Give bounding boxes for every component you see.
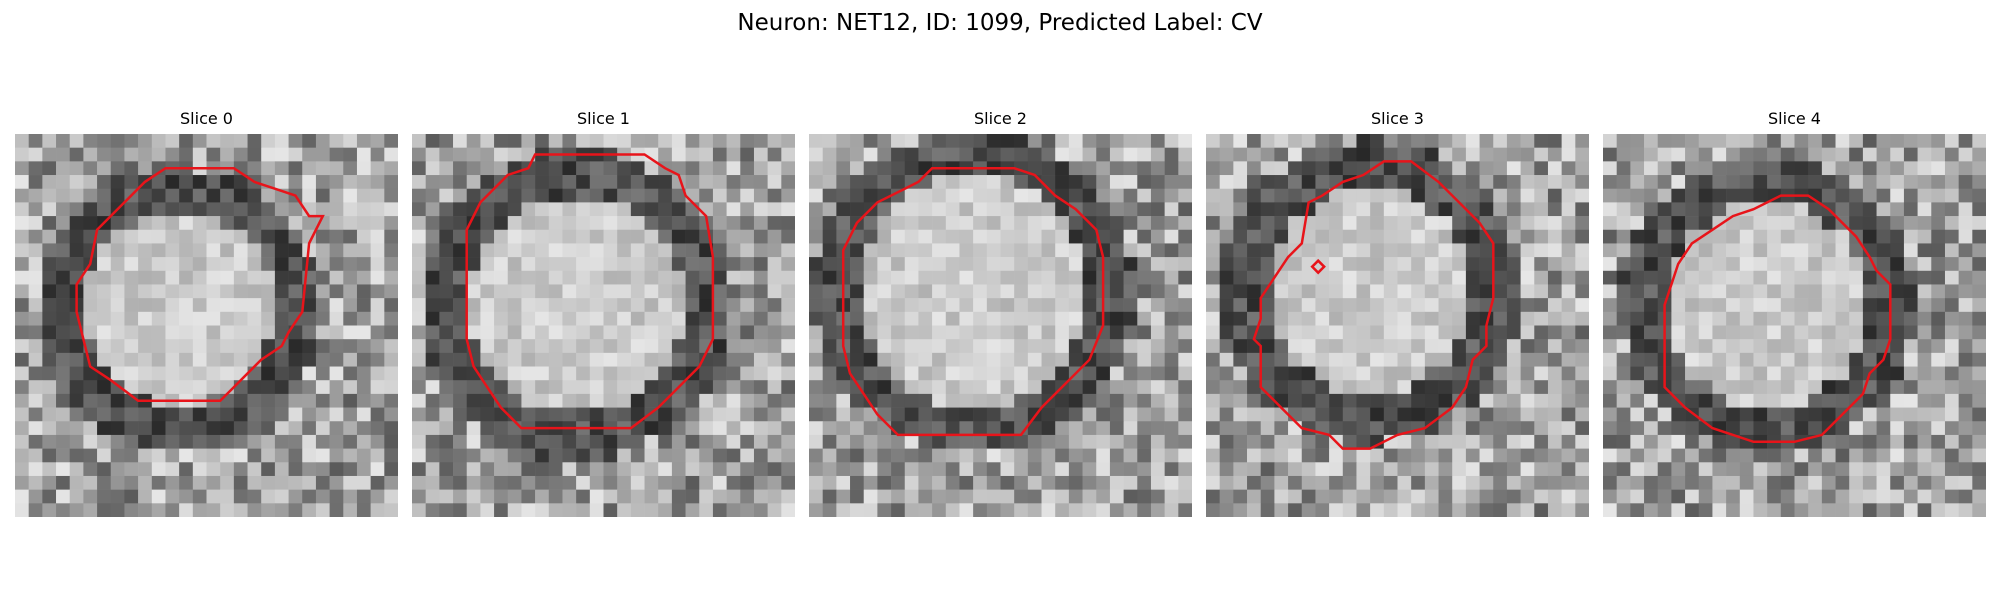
slice-title-3: Slice 3 — [1371, 109, 1424, 128]
segmentation-contour — [841, 166, 1105, 437]
figure-title: Neuron: NET12, ID: 1099, Predicted Label… — [737, 10, 1263, 36]
slice-title-0: Slice 0 — [180, 109, 233, 128]
slice-image-0 — [15, 134, 398, 517]
slice-image-4 — [1603, 134, 1986, 517]
slice-panel-1: Slice 1 — [412, 108, 795, 528]
segmentation-contour — [1252, 160, 1495, 450]
segmentation-contour — [75, 166, 325, 402]
segmentation-contour-small — [1310, 258, 1326, 275]
segmentation-contour — [1663, 194, 1892, 444]
slice-title-4: Slice 4 — [1768, 109, 1821, 128]
slice-image-1 — [412, 134, 795, 517]
slice-panel-2: Slice 2 — [809, 108, 1192, 528]
slice-panel-4: Slice 4 — [1603, 108, 1986, 528]
segmentation-contour — [465, 153, 715, 430]
slice-image-3 — [1206, 134, 1589, 517]
slice-panel-3: Slice 3 — [1206, 108, 1589, 528]
slice-panel-0: Slice 0 — [15, 108, 398, 528]
slice-image-2 — [809, 134, 1192, 517]
slice-title-2: Slice 2 — [974, 109, 1027, 128]
slice-title-1: Slice 1 — [577, 109, 630, 128]
